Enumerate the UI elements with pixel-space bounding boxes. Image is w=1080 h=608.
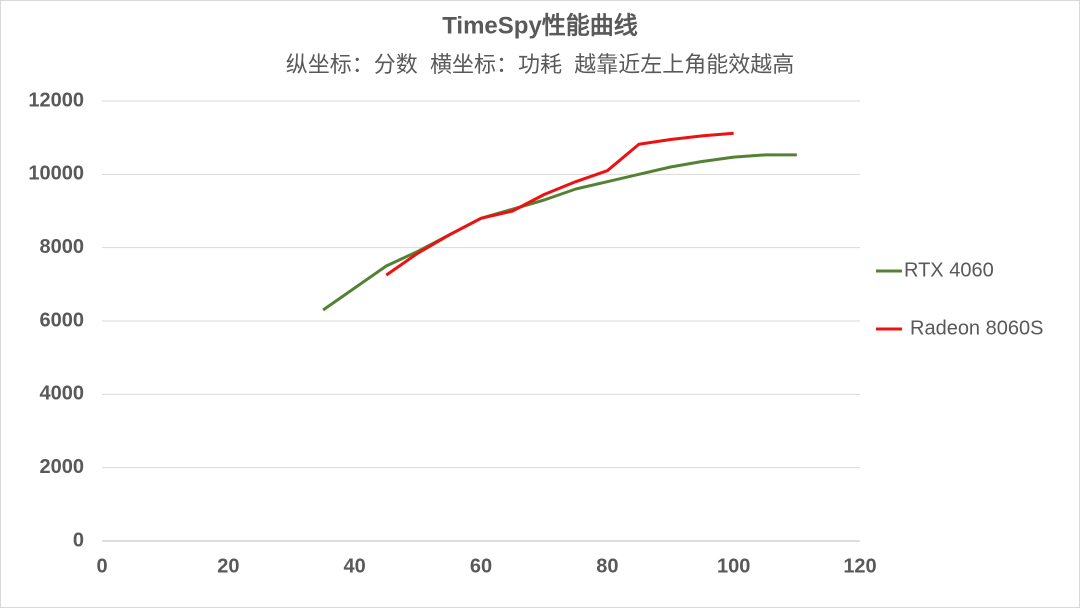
x-tick-label: 120 [843,555,876,577]
chart-subtitle: 纵坐标：分数 横坐标：功耗 越靠近左上角能效越高 [286,52,794,77]
legend-label: Radeon 8060S [910,317,1043,339]
series-line [322,153,797,312]
x-tick-label: 100 [717,555,750,577]
y-tick-label: 4000 [40,383,85,405]
y-tick-label: 0 [73,529,84,551]
y-tick-label: 8000 [40,236,85,258]
x-tick-label: 80 [596,555,618,577]
x-tick-label: 40 [344,555,366,577]
x-tick-label: 60 [470,555,492,577]
y-tick-label: 12000 [28,89,84,111]
y-tick-label: 6000 [40,309,85,331]
y-tick-label: 10000 [28,163,84,185]
x-tick-label: 0 [96,555,107,577]
x-tick-label: 20 [217,555,239,577]
chart-title: TimeSpy性能曲线 [442,11,638,39]
y-tick-label: 2000 [40,456,85,478]
legend-label: RTX 4060 [904,259,994,281]
series-line [385,131,734,277]
